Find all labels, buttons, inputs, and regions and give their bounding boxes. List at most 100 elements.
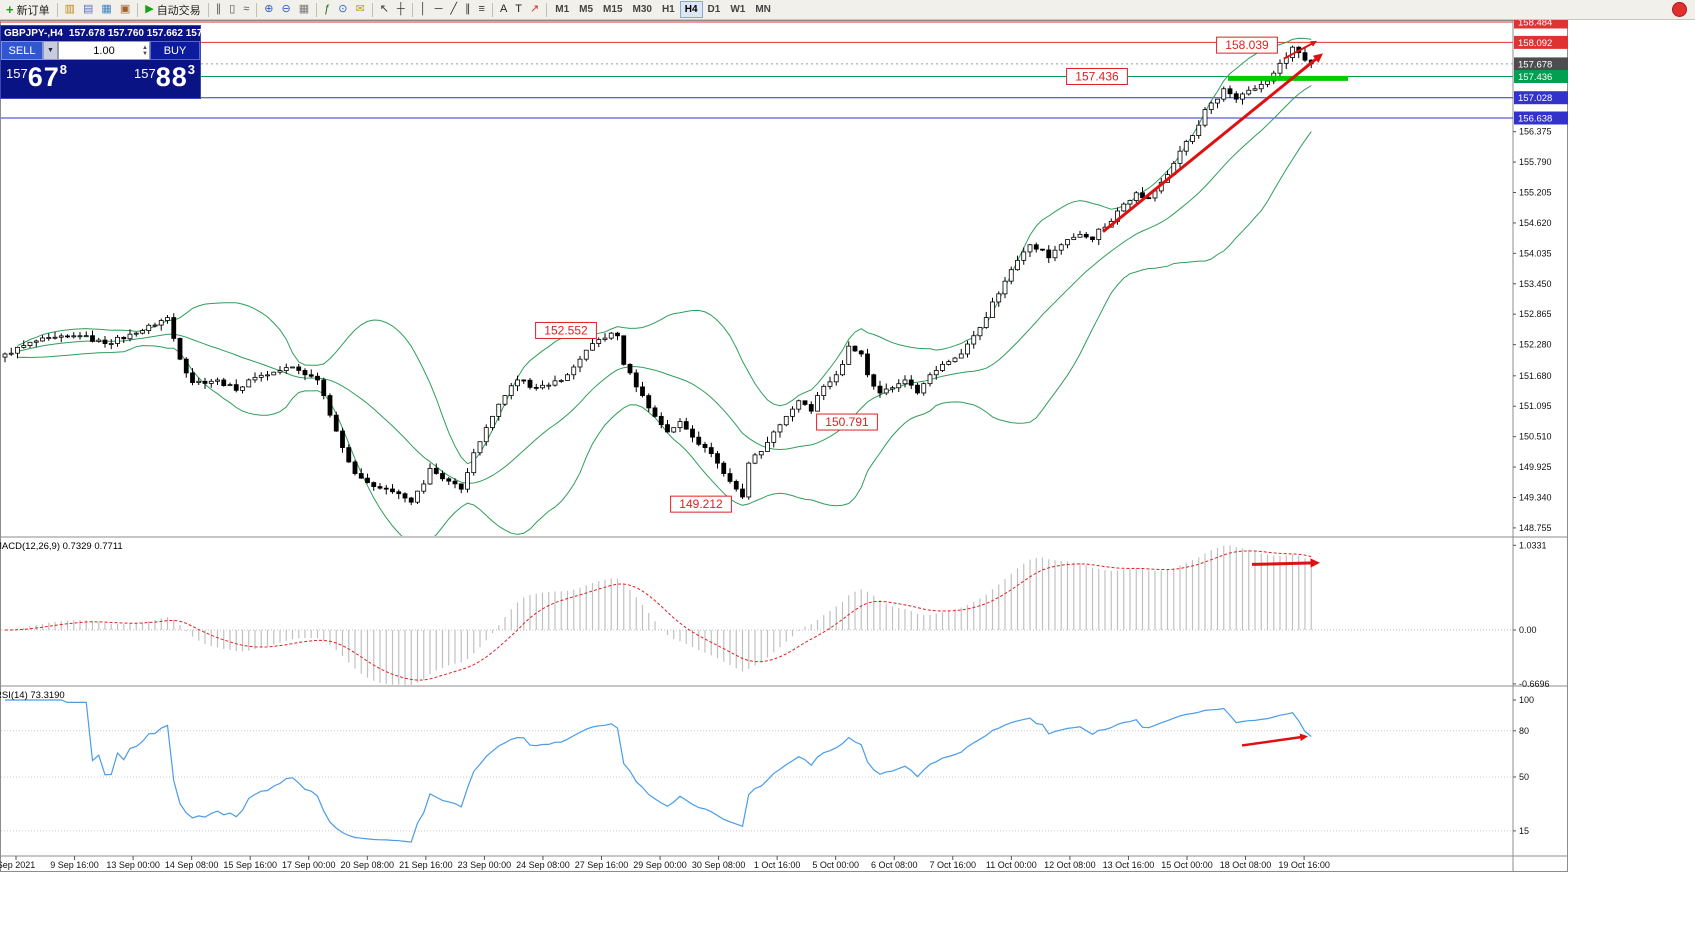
navigator-icon-button[interactable]: ▦ bbox=[97, 1, 115, 18]
timeframe-m1-button[interactable]: M1 bbox=[550, 1, 574, 18]
timeframe-h1-button[interactable]: H1 bbox=[657, 1, 680, 18]
svg-text:15: 15 bbox=[1519, 826, 1529, 836]
text-tool-icon: A bbox=[499, 3, 508, 15]
toolbar-separator bbox=[371, 2, 373, 17]
crosshair-tool-button[interactable]: ┼ bbox=[393, 1, 409, 18]
sell-price[interactable]: 157678 bbox=[6, 62, 67, 93]
zoom-out-button[interactable]: ⊖ bbox=[278, 1, 295, 18]
candles-layer bbox=[2, 45, 1314, 506]
period-clock-button[interactable]: ⊙ bbox=[334, 1, 351, 18]
svg-text:149.212: 149.212 bbox=[679, 497, 723, 511]
trendline-tool-icon: ╱ bbox=[450, 3, 458, 15]
svg-text:151.680: 151.680 bbox=[1519, 371, 1552, 381]
rsi-arrow[interactable] bbox=[1241, 733, 1308, 747]
horizontal-level-lines[interactable] bbox=[1, 21, 1513, 119]
tile-windows-button[interactable]: ▦ bbox=[295, 1, 313, 18]
timeframe-mn-button[interactable]: MN bbox=[750, 1, 776, 18]
sell-button[interactable]: SELL bbox=[1, 41, 43, 60]
svg-text:Sep 2021: Sep 2021 bbox=[0, 860, 35, 870]
terminal-icon-icon: ▣ bbox=[119, 3, 131, 15]
svg-text:18 Oct 08:00: 18 Oct 08:00 bbox=[1220, 860, 1272, 870]
timeframe-d1-button[interactable]: D1 bbox=[703, 1, 726, 18]
macd-arrow[interactable] bbox=[1251, 558, 1320, 568]
rsi-title: RSI(14) 73.3190 bbox=[0, 690, 65, 701]
auto-trading-button[interactable]: ▶ 自动交易 bbox=[141, 1, 204, 18]
rsi-indicator bbox=[1, 699, 1512, 843]
period-clock-icon: ⊙ bbox=[338, 3, 348, 15]
price-annotation[interactable]: 152.552 bbox=[535, 321, 597, 339]
timeframe-m5-button[interactable]: M5 bbox=[574, 1, 598, 18]
svg-text:100: 100 bbox=[1519, 695, 1534, 705]
price-scale[interactable]: 156.375 155.790 155.205 154.620 154.035 153.4… bbox=[1513, 15, 1568, 533]
time-scale[interactable]: Sep 2021 9 Sep 16:00 13 Sep 00:00 14 Sep 08… bbox=[0, 856, 1330, 870]
timeframe-m15-button[interactable]: M15 bbox=[598, 1, 627, 18]
tile-windows-icon: ▦ bbox=[298, 3, 310, 15]
svg-text:0.00: 0.00 bbox=[1519, 625, 1537, 635]
buy-button[interactable]: BUY bbox=[150, 41, 200, 60]
toolbar-separator bbox=[56, 2, 58, 17]
terminal-icon-button[interactable]: ▣ bbox=[116, 1, 134, 18]
toolbar-separator bbox=[411, 2, 413, 17]
svg-text:149.925: 149.925 bbox=[1519, 462, 1552, 472]
svg-text:14 Sep 08:00: 14 Sep 08:00 bbox=[165, 860, 219, 870]
toolbar-separator bbox=[491, 2, 493, 17]
timeframe-h4-button[interactable]: H4 bbox=[679, 1, 703, 18]
horizontal-line-tool-button[interactable]: ─ bbox=[431, 1, 447, 18]
timeframe-w1-button[interactable]: W1 bbox=[725, 1, 750, 18]
price-annotation[interactable]: 150.791 bbox=[816, 413, 878, 431]
channel-tool-button[interactable]: ∥ bbox=[461, 1, 475, 18]
svg-text:24 Sep 08:00: 24 Sep 08:00 bbox=[516, 860, 570, 870]
lot-spinner[interactable]: ▲ ▼ bbox=[142, 42, 148, 59]
toolbar-separator bbox=[546, 2, 548, 17]
price-annotation[interactable]: 149.212 bbox=[670, 495, 732, 513]
arrow-tool-button[interactable]: ↗ bbox=[526, 1, 543, 18]
line-chart-mode-button[interactable]: ≈ bbox=[239, 1, 253, 18]
trend-arrow[interactable] bbox=[1102, 53, 1323, 233]
lot-up-icon[interactable]: ▲ bbox=[142, 44, 148, 51]
new-order-button[interactable]: + 新订单 bbox=[2, 1, 54, 18]
order-type-dropdown[interactable]: ▼ bbox=[43, 41, 58, 60]
zoom-in-button[interactable]: ⊕ bbox=[260, 1, 277, 18]
quote-bar: GBPJPY-,H4 157.678 157.760 157.662 157.67… bbox=[1, 26, 222, 41]
data-window-icon-button[interactable]: ▤ bbox=[79, 1, 97, 18]
svg-text:157.028: 157.028 bbox=[1518, 93, 1552, 104]
cursor-tool-button[interactable]: ↖ bbox=[376, 1, 393, 18]
trendline-tool-button[interactable]: ╱ bbox=[446, 1, 461, 18]
price-annotation[interactable]: 158.039 bbox=[1216, 36, 1278, 54]
macd-indicator bbox=[1, 545, 1512, 685]
sell-price-sup: 8 bbox=[59, 62, 67, 77]
svg-text:19 Oct 16:00: 19 Oct 16:00 bbox=[1278, 860, 1330, 870]
band-middle bbox=[17, 85, 1312, 484]
bar-chart-mode-button[interactable]: ∥ bbox=[212, 1, 226, 18]
notification-icon[interactable] bbox=[1672, 2, 1687, 17]
buy-price[interactable]: 157883 bbox=[134, 62, 195, 93]
timeframe-m30-button[interactable]: M30 bbox=[628, 1, 657, 18]
vertical-line-tool-icon: │ bbox=[419, 3, 427, 15]
toolbar-separator bbox=[256, 2, 258, 17]
quote-ohlc-values: 157.678 157.760 157.662 157.678 bbox=[68, 28, 222, 39]
peak-arrow[interactable] bbox=[1283, 40, 1317, 60]
market-watch-icon-button[interactable]: ▥ bbox=[61, 1, 79, 18]
indicators-button[interactable]: ƒ bbox=[320, 1, 334, 18]
svg-text:158.039: 158.039 bbox=[1225, 38, 1269, 52]
text-tool-button[interactable]: A bbox=[496, 1, 511, 18]
zoom-in-icon: ⊕ bbox=[264, 3, 274, 15]
fibonacci-tool-button[interactable]: ≡ bbox=[475, 1, 489, 18]
text-label-tool-button[interactable]: T bbox=[511, 1, 526, 18]
lot-size-input[interactable]: 1.00 ▲ ▼ bbox=[58, 41, 150, 60]
alerts-mail-button[interactable]: ✉ bbox=[351, 1, 368, 18]
svg-text:152.280: 152.280 bbox=[1519, 340, 1552, 350]
bollinger-bands bbox=[17, 37, 1312, 536]
alerts-mail-icon: ✉ bbox=[355, 3, 365, 15]
price-tag: 158.092 bbox=[1514, 35, 1568, 49]
lot-down-icon[interactable]: ▼ bbox=[142, 50, 148, 57]
cursor-tool-icon: ↖ bbox=[379, 3, 389, 15]
sell-price-prefix: 157 bbox=[6, 66, 28, 81]
new-order-button-label: 新订单 bbox=[16, 4, 50, 17]
vertical-line-tool-button[interactable]: │ bbox=[416, 1, 431, 18]
price-annotation[interactable]: 157.436 bbox=[1066, 67, 1128, 85]
candlestick-mode-button[interactable]: ▯ bbox=[225, 1, 239, 18]
svg-text:1 Oct 16:00: 1 Oct 16:00 bbox=[754, 860, 801, 870]
